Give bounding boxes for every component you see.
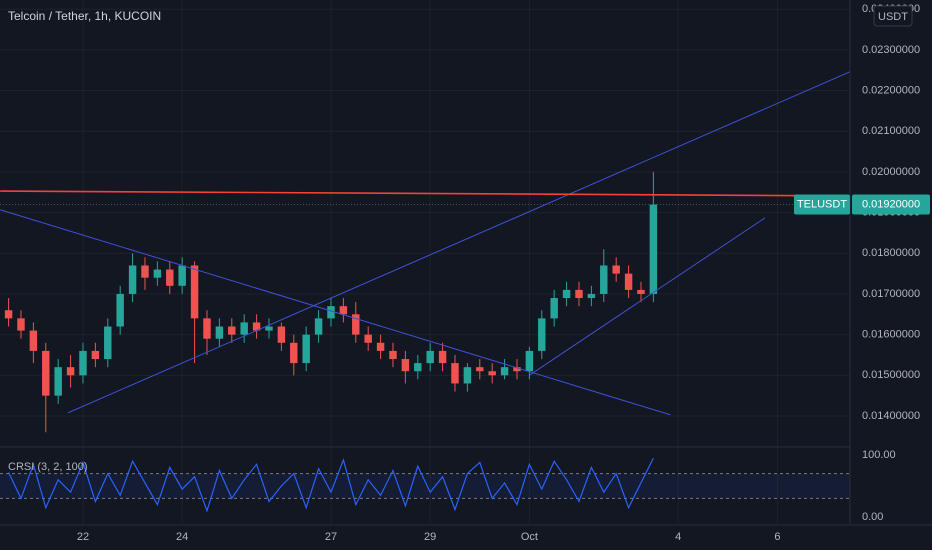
candle-body: [352, 314, 360, 335]
trendline: [529, 217, 766, 376]
symbol-label: TELUSDT: [797, 198, 847, 210]
candle-body: [376, 342, 385, 351]
x-tick-label: 22: [77, 531, 89, 543]
candle-body: [476, 367, 484, 372]
y-tick-label: 0.01700000: [862, 288, 920, 300]
candle-body: [600, 265, 608, 294]
x-tick-label: 27: [325, 531, 337, 543]
indicator-tick-label: 0.00: [862, 511, 883, 523]
candle-body: [364, 334, 372, 343]
candle-body: [575, 289, 583, 299]
indicator-tick-label: 100.00: [862, 449, 896, 461]
candle-body: [42, 350, 50, 396]
last-price-label-bg: [852, 194, 930, 215]
candle-body: [190, 265, 199, 319]
candle-body: [389, 350, 397, 360]
chart-title: Telcoin / Tether, 1h, KUCOIN: [8, 9, 161, 23]
candle-body: [587, 293, 596, 299]
candle-body: [252, 322, 261, 331]
y-tick-label: 0.02200000: [862, 84, 920, 96]
trendline: [67, 71, 851, 414]
candle-body: [4, 310, 13, 319]
candle-body: [612, 265, 620, 274]
candle-body: [79, 350, 87, 376]
candle-body: [401, 359, 410, 372]
candle-body: [128, 265, 137, 294]
candle-body: [153, 269, 162, 278]
candle-body: [215, 326, 224, 339]
y-tick-label: 0.02100000: [862, 125, 920, 137]
currency: USDT: [878, 11, 908, 23]
candle-body: [525, 350, 534, 372]
candle-body: [66, 367, 75, 376]
candle-body: [166, 269, 174, 286]
candle-body: [513, 367, 521, 372]
trendline: [0, 209, 671, 416]
candle-body: [104, 326, 112, 360]
trendline: [0, 190, 850, 197]
y-tick-label: 0.01500000: [862, 369, 920, 381]
candle-body: [451, 363, 459, 384]
y-tick-label: 0.02000000: [862, 166, 920, 178]
candle-body: [562, 289, 571, 299]
candle-body: [426, 350, 434, 364]
candle-body: [538, 318, 546, 351]
y-tick-label: 0.01800000: [862, 247, 920, 259]
x-tick-label: 6: [774, 531, 780, 543]
y-tick-label: 0.01600000: [862, 329, 920, 341]
x-tick-label: Oct: [521, 531, 538, 543]
marks: [0, 71, 851, 513]
candle-body: [649, 204, 658, 294]
candle-body: [17, 318, 25, 331]
candle-body: [438, 350, 447, 364]
candle-body: [550, 298, 558, 319]
candle-body: [141, 265, 149, 278]
candle-body: [414, 363, 422, 372]
candle-body: [265, 326, 273, 331]
candle-body: [290, 342, 298, 364]
candle-body: [624, 273, 633, 290]
candle-body: [54, 367, 62, 396]
candle-body: [314, 318, 323, 335]
candle-body: [228, 326, 236, 335]
candle-body: [339, 306, 348, 315]
indicator-line: [8, 457, 654, 513]
symbol-label-bg: [794, 194, 850, 215]
candle-body: [463, 367, 472, 384]
x-tick-label: 24: [176, 531, 188, 543]
indicator-name: CRSI (3, 2, 100): [8, 461, 87, 473]
candle-body: [240, 322, 248, 335]
candle-body: [29, 330, 38, 351]
candle-body: [637, 289, 645, 294]
y-tick-label: 0.01400000: [862, 410, 920, 422]
labels: 22 24 27 29 Oct 4 6 0.01400000 0.01500000 0.01600…: [77, 3, 930, 543]
indicator-band: [0, 473, 850, 499]
candle-body: [500, 367, 509, 376]
x-tick-label: 29: [424, 531, 436, 543]
candle-body: [178, 265, 186, 286]
candle-body: [203, 318, 211, 339]
y-tick-label: 0.02300000: [862, 44, 920, 56]
x-tick-label: 4: [675, 531, 681, 543]
last-price-label: 0.01920000: [862, 198, 920, 210]
candle-body: [277, 326, 286, 343]
candle-body: [302, 334, 310, 364]
candle-body: [91, 350, 100, 360]
currency-badge[interactable]: [873, 5, 913, 27]
candle-body: [488, 371, 496, 376]
candle-body: [327, 306, 335, 319]
candle-body: [116, 293, 124, 327]
